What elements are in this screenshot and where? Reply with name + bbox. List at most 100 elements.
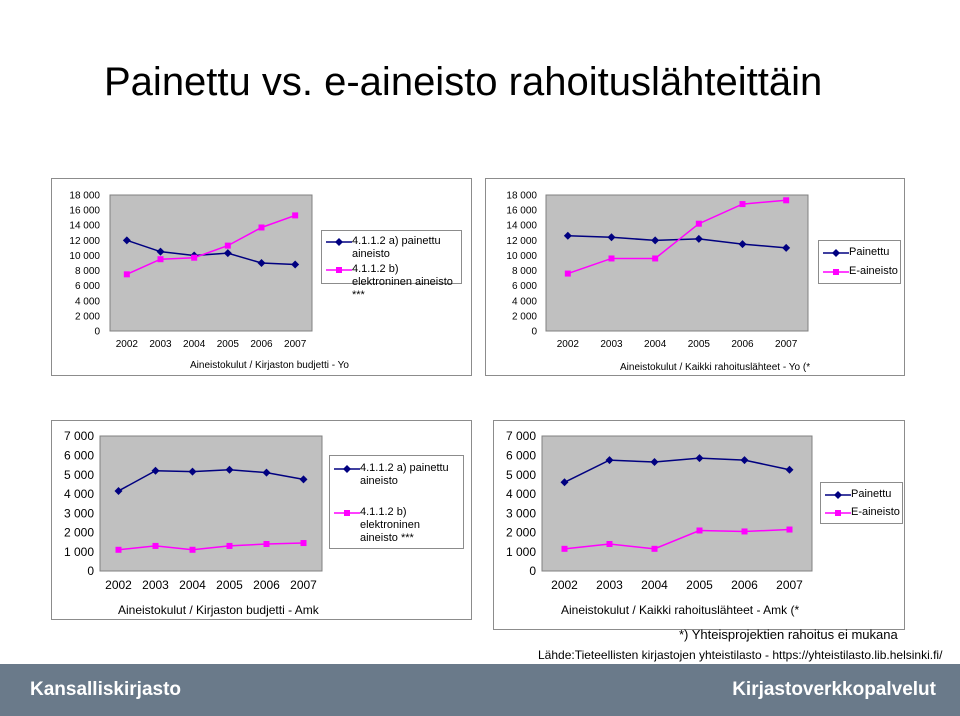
- y-tick-label: 7 000: [506, 429, 536, 443]
- x-axis-label: Aineistokulut / Kaikki rahoituslähteet -…: [620, 362, 810, 373]
- y-tick-label: 5 000: [506, 468, 536, 482]
- point-painettu: [694, 234, 703, 243]
- plot-area: [109, 194, 313, 332]
- y-tick-label: 16 000: [69, 206, 100, 217]
- x-tick-label: 2002: [116, 339, 139, 350]
- x-tick-label: 2002: [551, 578, 578, 592]
- point-e-aineisto: [783, 197, 790, 204]
- x-tick-label: 2005: [686, 578, 713, 592]
- y-tick-label: 2 000: [75, 311, 100, 322]
- x-tick-label: 2004: [644, 339, 667, 350]
- point-e-aineisto: [224, 242, 231, 249]
- x-tick-label: 2003: [596, 578, 623, 592]
- y-tick-label: 10 000: [69, 251, 100, 262]
- x-tick-label: 2006: [253, 578, 280, 592]
- series-line-painettu: [567, 235, 787, 249]
- point-e-aineisto: [226, 542, 233, 549]
- point-e-aineisto: [191, 254, 198, 261]
- y-tick-label: 8 000: [512, 266, 537, 277]
- x-tick-label: 2007: [776, 578, 803, 592]
- point-e-aineisto: [157, 256, 164, 263]
- y-tick-label: 7 000: [64, 429, 94, 443]
- y-tick-label: 0: [94, 327, 100, 338]
- y-tick-label: 0: [87, 564, 94, 578]
- x-axis-label: Aineistokulut / Kirjaston budjetti - Amk: [118, 603, 320, 617]
- series-line-e-aineisto: [118, 542, 304, 551]
- point-painettu: [188, 467, 197, 476]
- y-tick-label: 5 000: [64, 468, 94, 482]
- point-e-aineisto: [651, 545, 658, 552]
- point-e-aineisto: [695, 220, 702, 227]
- plot-area: [545, 194, 809, 332]
- x-tick-label: 2005: [688, 339, 711, 350]
- series-line-e-aineisto: [564, 528, 790, 550]
- series-line-painettu: [564, 457, 790, 483]
- footer-bar: Kansalliskirjasto Kirjastoverkkopalvelut: [0, 664, 960, 716]
- point-e-aineisto: [292, 212, 299, 219]
- x-tick-label: 2005: [217, 339, 240, 350]
- y-tick-label: 6 000: [75, 281, 100, 292]
- y-tick-label: 6 000: [64, 448, 94, 462]
- x-tick-label: 2006: [731, 339, 754, 350]
- point-e-aineisto: [652, 255, 659, 262]
- footer-logo-kansalliskirjasto: Kansalliskirjasto: [30, 679, 182, 700]
- point-e-aineisto: [608, 255, 615, 262]
- y-tick-label: 2 000: [64, 526, 94, 540]
- y-tick-label: 0: [531, 327, 537, 338]
- y-tick-label: 10 000: [506, 251, 537, 262]
- plot-area: [541, 435, 813, 572]
- x-tick-label: 2003: [149, 339, 172, 350]
- chart-1-legend: 4.1.1.2 a) painettu aineisto 4.1.1.2 b) …: [321, 230, 462, 301]
- x-axis-label: Aineistokulut / Kirjaston budjetti - Yo: [190, 360, 349, 371]
- point-painettu: [740, 456, 749, 465]
- y-tick-label: 8 000: [75, 266, 100, 277]
- x-tick-label: 2004: [183, 339, 206, 350]
- footer-logo-kirjastoverkkopalvelut: Kirjastoverkkopalvelut: [732, 679, 936, 700]
- x-tick-label: 2003: [142, 578, 169, 592]
- point-e-aineisto: [258, 224, 265, 231]
- x-tick-label: 2006: [731, 578, 758, 592]
- point-painettu: [563, 231, 572, 240]
- point-painettu: [695, 454, 704, 463]
- point-painettu: [223, 249, 232, 258]
- x-tick-label: 2007: [775, 339, 798, 350]
- chart-4-legend: Painettu E-aineisto: [820, 482, 903, 524]
- x-tick-label: 2007: [290, 578, 317, 592]
- point-painettu: [257, 259, 266, 267]
- y-tick-label: 6 000: [512, 281, 537, 292]
- series-line-painettu: [126, 239, 296, 266]
- point-e-aineisto: [564, 270, 571, 277]
- point-e-aineisto: [786, 526, 793, 533]
- y-tick-label: 4 000: [64, 487, 94, 501]
- point-painettu: [605, 456, 614, 465]
- point-e-aineisto: [739, 201, 746, 208]
- y-tick-label: 4 000: [506, 487, 536, 501]
- point-e-aineisto: [696, 527, 703, 534]
- y-tick-label: 1 000: [64, 545, 94, 559]
- x-tick-label: 2002: [105, 578, 132, 592]
- series-line-painettu: [118, 468, 304, 492]
- x-tick-label: 2003: [600, 339, 623, 350]
- point-painettu: [156, 247, 165, 256]
- series-line-e-aineisto: [567, 199, 787, 275]
- y-tick-label: 16 000: [506, 206, 537, 217]
- point-painettu: [782, 243, 791, 252]
- point-e-aineisto: [115, 546, 122, 553]
- series-line-e-aineisto: [126, 214, 296, 276]
- point-e-aineisto: [300, 540, 307, 547]
- page-title: Painettu vs. e-aineisto rahoituslähteitt…: [104, 60, 823, 104]
- point-e-aineisto: [741, 528, 748, 535]
- y-tick-label: 2 000: [506, 526, 536, 540]
- x-tick-label: 2004: [641, 578, 668, 592]
- x-tick-label: 2005: [216, 578, 243, 592]
- y-tick-label: 18 000: [506, 191, 537, 202]
- point-painettu: [122, 236, 131, 245]
- x-tick-label: 2002: [557, 339, 580, 350]
- y-tick-label: 3 000: [506, 506, 536, 520]
- y-tick-label: 12 000: [506, 236, 537, 247]
- y-tick-label: 1 000: [506, 545, 536, 559]
- point-e-aineisto: [606, 541, 613, 547]
- y-tick-label: 14 000: [69, 221, 100, 232]
